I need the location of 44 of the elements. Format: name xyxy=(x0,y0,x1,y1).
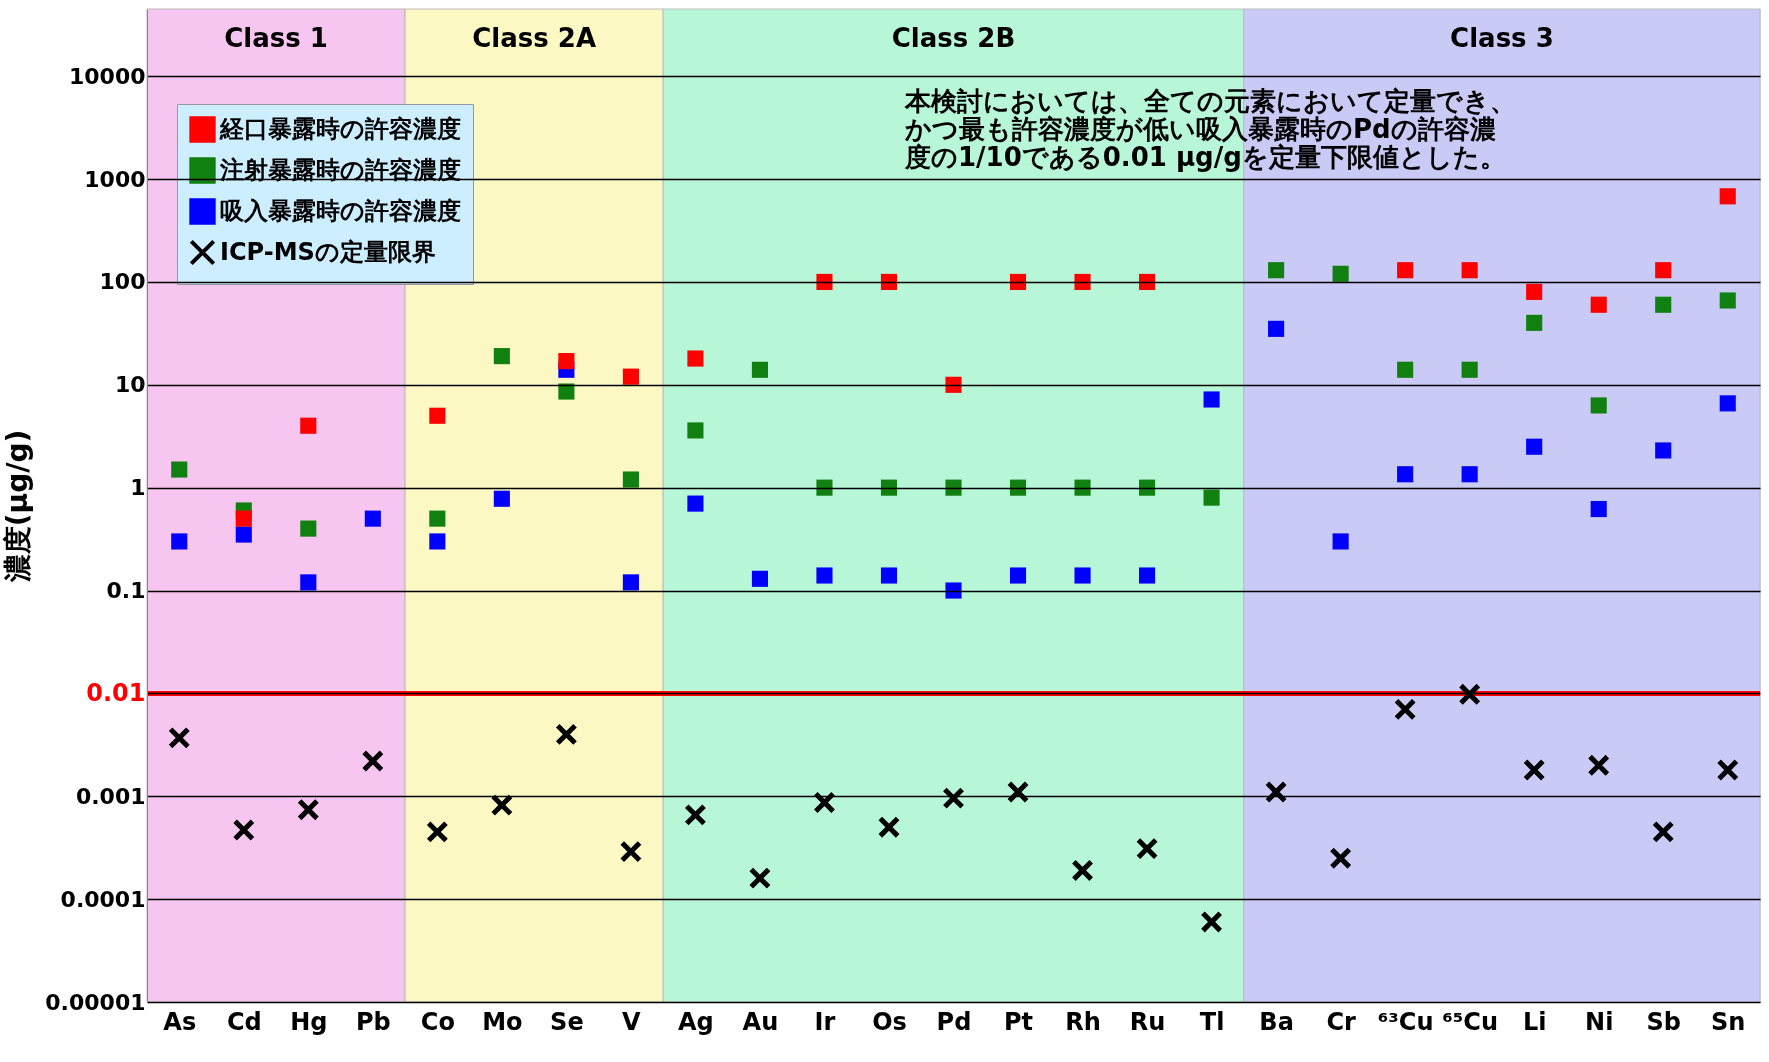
x-tick-label: ⁶⁵Cu xyxy=(1442,1007,1499,1036)
legend-label: 経口暴露時の許容濃度 xyxy=(219,114,461,143)
x-tick-label: Li xyxy=(1522,1007,1547,1036)
x-tick-label: Pd xyxy=(936,1007,972,1036)
legend-label: ICP-MSの定量限界 xyxy=(220,237,436,266)
legend-label: 吸入暴露時の許容濃度 xyxy=(220,196,461,225)
band-label: Class 1 xyxy=(224,23,328,53)
y-tick-label: 10 xyxy=(114,372,146,398)
y-tick-label: 100 xyxy=(99,269,146,295)
band-label: Class 2A xyxy=(472,23,596,53)
x-tick-label: Sb xyxy=(1646,1007,1681,1036)
y-tick-label: 0.01 xyxy=(86,678,146,707)
x-tick-label: Os xyxy=(872,1007,907,1036)
y-tick-label: 0.1 xyxy=(106,578,146,604)
x-tick-label: Tl xyxy=(1199,1007,1225,1036)
y-tick-label: 0.00001 xyxy=(45,989,146,1015)
y-tick-label: 1 xyxy=(130,475,146,501)
x-tick-label: Ir xyxy=(814,1007,836,1036)
x-tick-label: Pt xyxy=(1003,1007,1034,1036)
x-tick-label: Rh xyxy=(1065,1007,1101,1036)
x-tick-label: Ni xyxy=(1585,1007,1614,1036)
y-tick-label: 0.0001 xyxy=(60,886,146,912)
x-tick-label: Hg xyxy=(290,1007,328,1036)
y-tick-label: 10000 xyxy=(68,63,146,89)
x-tick-label: As xyxy=(163,1007,197,1036)
x-tick-label: Mo xyxy=(482,1007,523,1036)
band-label: Class 3 xyxy=(1450,23,1554,53)
y-tick-label: 1000 xyxy=(84,166,146,192)
x-tick-label: Ru xyxy=(1129,1007,1166,1036)
x-tick-label: Ba xyxy=(1259,1007,1294,1036)
y-tick-label: 0.001 xyxy=(75,783,146,809)
x-tick-label: V xyxy=(622,1007,642,1036)
x-tick-label: Co xyxy=(420,1007,455,1036)
x-tick-label: Pb xyxy=(355,1007,391,1036)
x-tick-label: Sn xyxy=(1711,1007,1746,1036)
y-axis-title: 濃度(μg/g) xyxy=(1,429,35,584)
x-tick-label: Au xyxy=(742,1007,779,1036)
x-tick-label: Cr xyxy=(1326,1007,1357,1036)
x-tick-label: ⁶³Cu xyxy=(1377,1007,1434,1036)
annotation: 本検討においては、全ての元素において定量でき、かつ最も許容濃度が低い吸入暴露時のPdの許容濃度の1/10である0.01 μg/gを定量下限値とした。 xyxy=(904,86,1516,172)
band-label: Class 2B xyxy=(891,23,1016,53)
x-tick-label: Ag xyxy=(678,1007,714,1036)
x-tick-label: Cd xyxy=(226,1007,262,1036)
x-tick-label: Se xyxy=(550,1007,584,1036)
